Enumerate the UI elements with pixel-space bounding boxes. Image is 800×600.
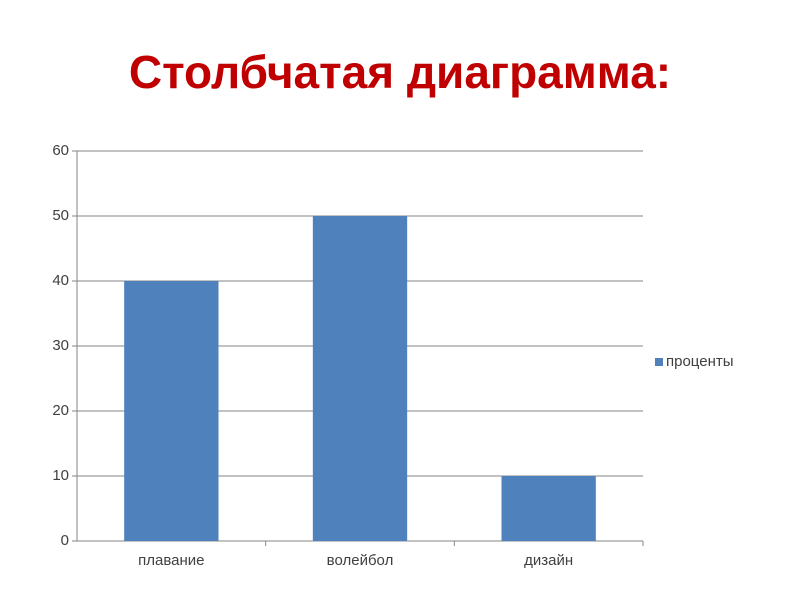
y-tick-label: 60 (52, 142, 69, 159)
y-tick-label: 20 (52, 402, 69, 419)
bar (312, 216, 408, 541)
y-tick-label: 30 (52, 337, 69, 354)
x-tick-label: дизайн (524, 552, 573, 569)
y-tick-label: 50 (52, 207, 69, 224)
x-tick-label: волейбол (327, 552, 394, 569)
y-tick-label: 40 (52, 272, 69, 289)
chart-title: Столбчатая диаграмма: (129, 46, 671, 98)
x-tick-label: плавание (138, 552, 204, 569)
bar (124, 281, 219, 541)
y-tick-label: 0 (61, 532, 69, 549)
legend-label: проценты (666, 353, 734, 370)
bar (501, 476, 596, 541)
y-tick-label: 10 (52, 467, 69, 484)
legend-swatch (655, 358, 663, 366)
